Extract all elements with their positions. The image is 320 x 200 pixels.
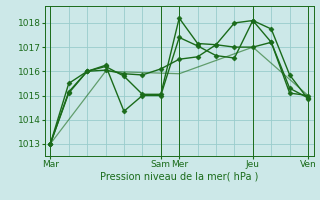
X-axis label: Pression niveau de la mer( hPa ): Pression niveau de la mer( hPa ): [100, 172, 258, 182]
